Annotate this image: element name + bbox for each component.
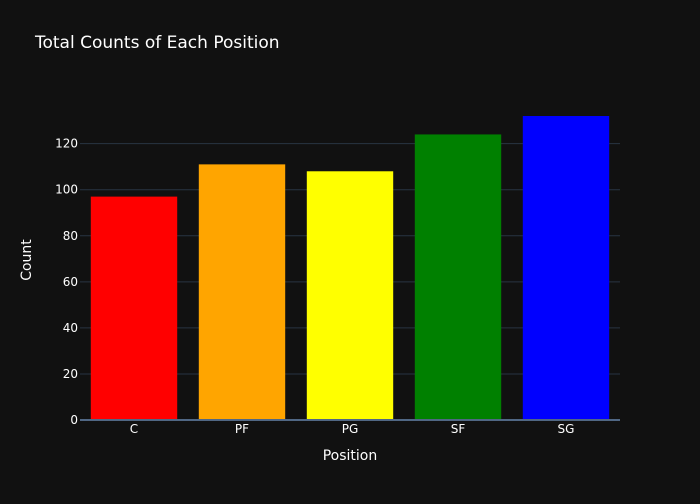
y-tick-label-20: 20 [63, 367, 78, 381]
x-tick-label-sf: SF [451, 422, 466, 436]
x-tick-label-c: C [130, 422, 138, 436]
x-tick-label-pg: PG [342, 422, 359, 436]
x-tick-label-pf: PF [235, 422, 249, 436]
bar-sg [522, 116, 610, 420]
axes: 0 20 40 60 80 100 120 C PF PG SF SG [55, 137, 620, 436]
y-tick-label-80: 80 [63, 229, 78, 243]
x-axis-title: Position [323, 448, 378, 464]
y-tick-label-60: 60 [63, 275, 78, 289]
y-tick-label-40: 40 [63, 321, 78, 335]
bars [90, 116, 610, 420]
y-tick-label-100: 100 [55, 183, 78, 197]
y-axis-title: Count [19, 239, 35, 281]
bar-pf [198, 164, 286, 420]
bar-sf [414, 134, 502, 420]
bar-c [90, 196, 178, 420]
y-tick-label-0: 0 [70, 413, 78, 427]
y-tick-label-120: 120 [55, 137, 78, 151]
bar-pg [306, 171, 394, 420]
x-tick-label-sg: SG [558, 422, 575, 436]
chart-title: Total Counts of Each Position [35, 33, 280, 53]
